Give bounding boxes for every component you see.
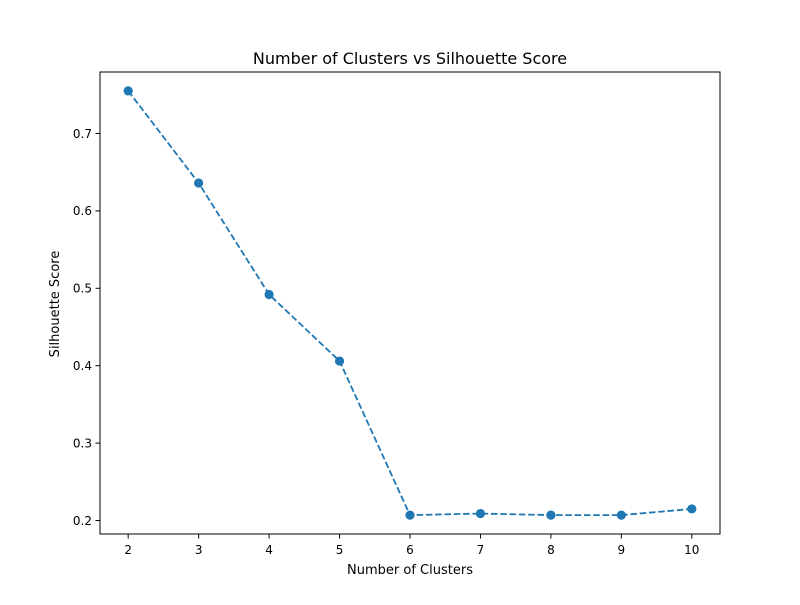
series-line: [127, 90, 692, 517]
y-tick-label: 0.3: [73, 436, 92, 450]
chart-title: Number of Clusters vs Silhouette Score: [253, 49, 567, 68]
data-point: [334, 356, 345, 366]
data-point: [194, 178, 204, 188]
x-tick-label: 3: [195, 543, 203, 557]
plot-area-frame: [99, 71, 721, 535]
x-tick-label: 5: [336, 543, 344, 557]
x-tick-label: 7: [477, 543, 485, 557]
y-tick-label: 0.4: [73, 359, 92, 373]
x-tick-label: 4: [265, 543, 273, 557]
x-tick-label: 10: [684, 543, 699, 557]
y-axis-label: Silhouette Score: [48, 251, 63, 358]
x-tick-label: 2: [124, 543, 132, 557]
y-tick-label: 0.5: [73, 282, 92, 296]
data-point: [123, 86, 133, 96]
data-point: [687, 504, 697, 514]
y-tick-label: 0.6: [73, 204, 92, 218]
data-point: [405, 510, 415, 520]
x-tick-label: 9: [618, 543, 626, 557]
data-point: [264, 289, 274, 300]
x-tick-label: 8: [547, 543, 555, 557]
y-tick-label: 0.7: [73, 127, 92, 141]
y-tick-label: 0.2: [73, 514, 92, 528]
data-point: [616, 510, 626, 520]
data-point: [475, 508, 486, 519]
x-tick-label: 6: [406, 543, 414, 557]
data-point: [546, 510, 556, 520]
x-axis-label: Number of Clusters: [347, 563, 473, 578]
